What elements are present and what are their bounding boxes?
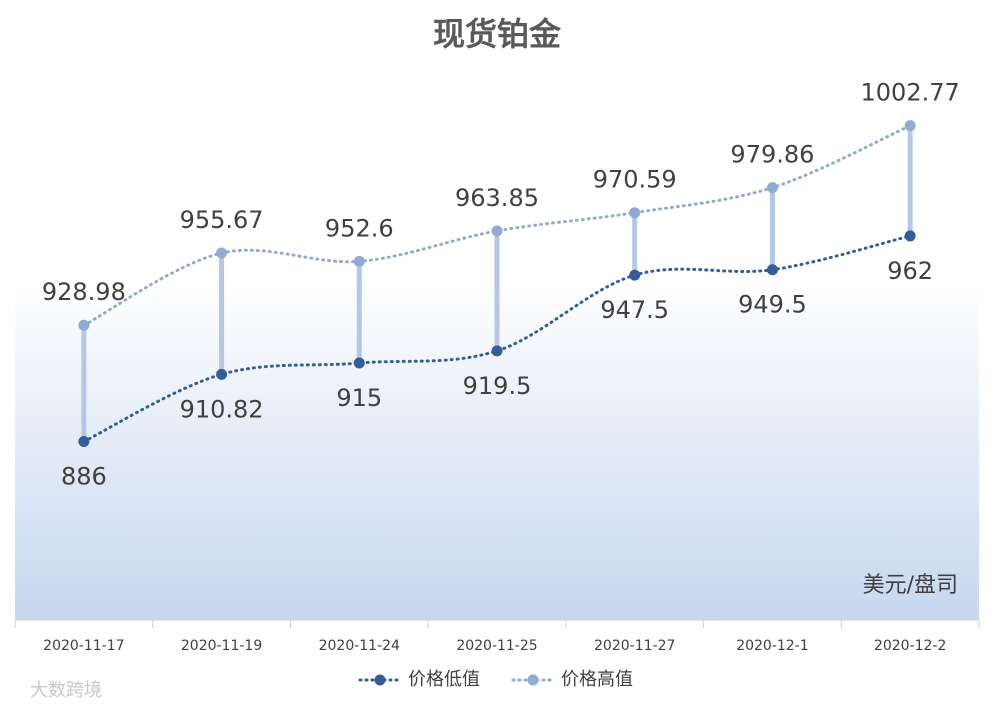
- x-tick-label: 2020-12-2: [874, 638, 946, 654]
- point: [353, 357, 365, 369]
- data-label: 955.67: [180, 206, 264, 234]
- point: [904, 230, 916, 242]
- point: [78, 435, 90, 447]
- unit-annotation: 美元/盘司: [863, 573, 958, 598]
- point: [353, 255, 365, 267]
- x-tick-label: 2020-11-24: [319, 638, 400, 654]
- data-label: 979.86: [730, 141, 814, 169]
- point: [216, 368, 228, 380]
- point: [78, 319, 90, 331]
- data-label: 963.85: [455, 184, 539, 212]
- point: [629, 269, 641, 281]
- point: [904, 120, 916, 132]
- legend-label: 价格低值: [408, 669, 480, 690]
- data-label: 928.98: [42, 278, 126, 306]
- x-tick-label: 2020-12-1: [736, 638, 808, 654]
- data-label: 915: [336, 384, 382, 412]
- data-label: 1002.77: [861, 79, 960, 107]
- x-tick-label: 2020-11-25: [456, 638, 537, 654]
- point: [766, 182, 778, 194]
- x-tick-label: 2020-11-19: [181, 638, 262, 654]
- data-label: 952.6: [325, 214, 394, 242]
- point: [629, 207, 641, 219]
- point: [216, 247, 228, 259]
- data-label: 962: [887, 257, 933, 285]
- chart-title: 现货铂金: [433, 15, 562, 53]
- legend-label: 价格高值: [561, 669, 633, 690]
- legend-marker: [374, 674, 386, 686]
- point: [766, 264, 778, 276]
- legend-marker: [527, 674, 539, 686]
- data-label: 919.5: [463, 372, 532, 400]
- data-label: 886: [61, 462, 107, 490]
- data-label: 947.5: [600, 296, 669, 324]
- point: [491, 345, 503, 357]
- watermark: 大数跨境: [30, 680, 102, 701]
- data-label: 949.5: [738, 291, 807, 319]
- x-tick-label: 2020-11-27: [594, 638, 675, 654]
- x-tick-label: 2020-11-17: [43, 638, 124, 654]
- point: [491, 225, 503, 237]
- data-label: 910.82: [180, 395, 264, 423]
- data-label: 970.59: [593, 166, 677, 194]
